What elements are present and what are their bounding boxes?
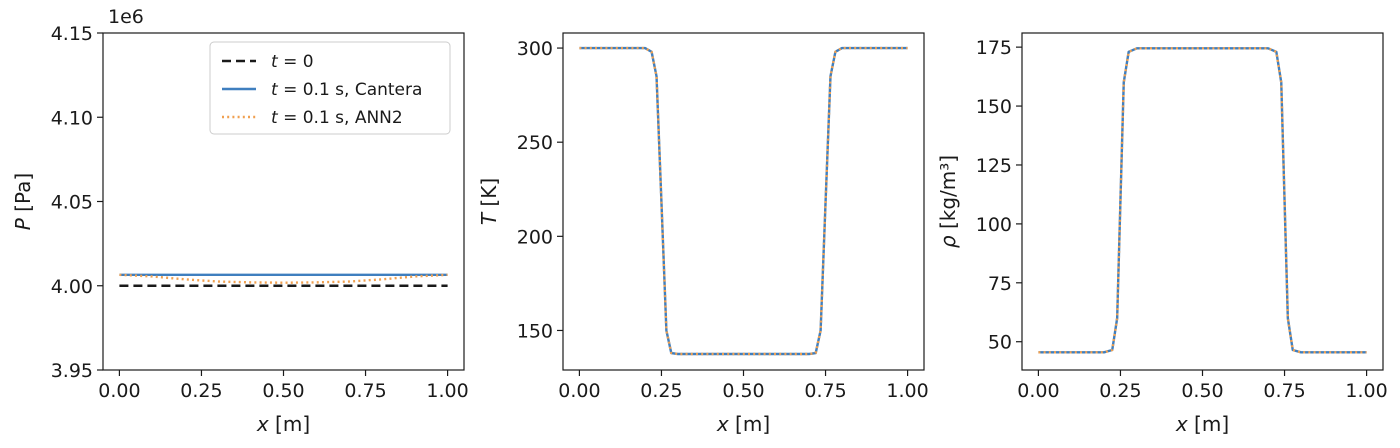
x-tick-label: 0.25 xyxy=(180,380,222,402)
y-axis-label: T [K] xyxy=(477,178,501,225)
x-tick-label: 0.50 xyxy=(262,380,304,402)
x-tick-label: 0.25 xyxy=(1099,380,1141,402)
legend: t = 0 t = 0.1 s, Cantera t = 0.1 s, ANN2 xyxy=(209,41,451,135)
y-tick-label: 100 xyxy=(976,214,1012,236)
y-tick-label: 4.00 xyxy=(51,276,93,298)
chart-panel-density: 0.00 0.25 0.50 0.75 1.00 50 75 100 125 150 175 x [m… xyxy=(936,32,1388,436)
y-tick-label: 3.95 xyxy=(51,360,93,382)
x-tick-label: 0.75 xyxy=(1263,380,1305,402)
x-tick-label: 1.00 xyxy=(426,380,468,402)
x-tick-label: 0.00 xyxy=(558,380,600,402)
y-tick-label: 200 xyxy=(517,226,553,248)
y-offset-text: 1e6 xyxy=(108,6,144,28)
legend-label: t = 0 xyxy=(271,52,314,72)
y-tick-label: 150 xyxy=(976,96,1012,118)
x-axis-label: x [m] xyxy=(716,412,770,436)
series-group xyxy=(119,273,448,287)
chart-panel-pressure: 0.00 0.25 0.50 0.75 1.00 3.95 4.00 4.05 4.10 4.15… xyxy=(11,6,469,436)
series-group xyxy=(579,46,908,356)
y-tick-label: 250 xyxy=(517,132,553,154)
series-line-dotted-1 xyxy=(579,46,908,356)
y-tick-label: 75 xyxy=(988,273,1012,295)
legend-box xyxy=(209,41,451,135)
y-tick-label: 4.10 xyxy=(51,107,93,129)
x-tick-label: 0.75 xyxy=(804,380,846,402)
chart-panel-temperature: 0.00 0.25 0.50 0.75 1.00 150 200 250 300 x [m] T [… xyxy=(477,32,929,436)
y-tick-label: 125 xyxy=(976,155,1012,177)
x-tick-label: 0.50 xyxy=(722,380,764,402)
x-tick-label: 0.50 xyxy=(1181,380,1223,402)
y-tick-label: 4.15 xyxy=(51,23,93,45)
x-tick-label: 0.25 xyxy=(640,380,682,402)
x-tick-label: 1.00 xyxy=(1345,380,1387,402)
y-tick-label: 4.05 xyxy=(51,192,93,214)
x-axis-label: x [m] xyxy=(256,412,310,436)
x-axis-label: x [m] xyxy=(1175,412,1229,436)
x-tick-label: 0.00 xyxy=(98,380,140,402)
legend-label: t = 0.1 s, ANN2 xyxy=(271,108,403,128)
y-axis-label: P [Pa] xyxy=(11,173,35,230)
y-axis-label: ρ [kg/m³] xyxy=(936,155,960,248)
y-tick-label: 150 xyxy=(517,320,553,342)
legend-label: t = 0.1 s, Cantera xyxy=(271,80,422,100)
y-tick-label: 50 xyxy=(988,332,1012,354)
y-tick-label: 175 xyxy=(976,37,1012,59)
x-tick-label: 0.75 xyxy=(344,380,386,402)
series-group xyxy=(1038,47,1367,354)
y-tick-label: 300 xyxy=(517,38,553,60)
x-tick-label: 1.00 xyxy=(886,380,928,402)
series-line-dotted-1 xyxy=(1038,47,1367,354)
x-tick-label: 0.00 xyxy=(1017,380,1059,402)
